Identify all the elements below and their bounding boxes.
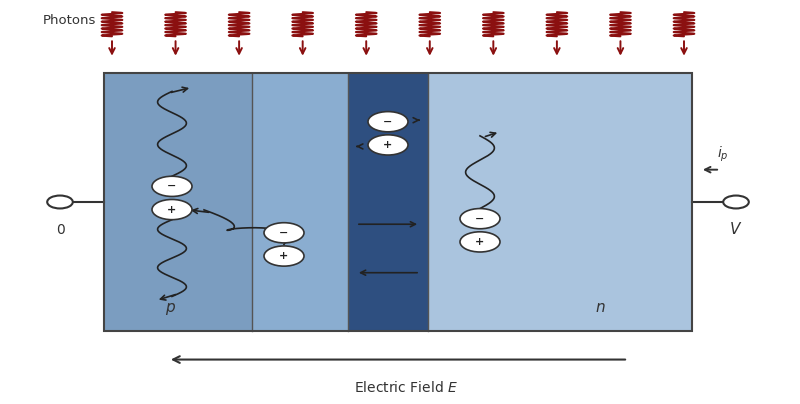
Text: −: − bbox=[475, 214, 485, 224]
Text: −: − bbox=[167, 181, 177, 191]
Bar bbox=[104, 73, 252, 331]
Circle shape bbox=[368, 112, 408, 132]
Text: 0: 0 bbox=[56, 223, 64, 237]
Circle shape bbox=[264, 223, 304, 243]
Text: p: p bbox=[165, 300, 175, 315]
Circle shape bbox=[460, 208, 500, 229]
Text: Electric Field $\it{E}$: Electric Field $\it{E}$ bbox=[354, 380, 458, 395]
Text: Photons: Photons bbox=[42, 14, 96, 27]
Text: +: + bbox=[167, 204, 177, 215]
Bar bbox=[104, 73, 692, 331]
Circle shape bbox=[460, 232, 500, 252]
Text: $i_p$: $i_p$ bbox=[717, 145, 728, 164]
Circle shape bbox=[152, 200, 192, 220]
Circle shape bbox=[264, 246, 304, 266]
Text: −: − bbox=[279, 228, 289, 238]
Bar bbox=[252, 73, 348, 331]
Bar bbox=[348, 73, 428, 331]
Text: n: n bbox=[595, 300, 605, 315]
Text: $\it{V}$: $\it{V}$ bbox=[730, 221, 742, 237]
Text: +: + bbox=[475, 237, 485, 247]
Circle shape bbox=[152, 176, 192, 196]
Text: −: − bbox=[383, 117, 393, 127]
Circle shape bbox=[368, 135, 408, 155]
Text: +: + bbox=[279, 251, 289, 261]
Circle shape bbox=[47, 196, 73, 208]
Circle shape bbox=[723, 196, 749, 208]
Bar bbox=[428, 73, 692, 331]
Text: +: + bbox=[383, 140, 393, 150]
